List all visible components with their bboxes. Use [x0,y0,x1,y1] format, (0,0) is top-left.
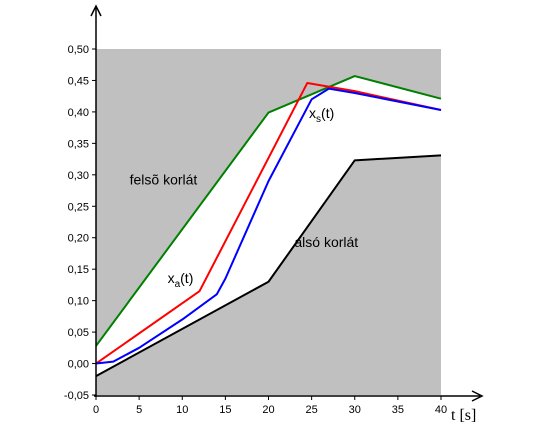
y-tick-label: 0,15 [68,264,89,276]
feasible-corridor [96,76,441,377]
y-tick-label: 0,05 [68,327,89,339]
x-tick-label: 25 [306,404,318,416]
y-tick-label: 0,20 [68,233,89,245]
x-axis-arrow [471,390,484,402]
y-tick-label: 0,45 [68,75,89,87]
series-lower-bound-line [95,154,442,378]
x-tick-label: 5 [136,404,142,416]
series-xs-line [95,87,442,365]
y-tick-label: 0,40 [68,107,89,119]
y-tick-label: 0,10 [68,296,89,308]
y-tick-label: 0,50 [68,44,89,56]
label-upper-bound: felsõ korlát [130,171,198,187]
y-tick-label: -0,05 [64,390,89,402]
annotations: felsõ korlát xs(t) xa(t) alsó korlát [130,105,359,290]
x-tick-label: 15 [219,404,231,416]
label-xs: xs(t) [309,105,334,125]
x-axis-label: t [s] [451,407,476,424]
x-tick-label: 0 [93,404,99,416]
y-tick-label: 0,00 [68,359,89,371]
x-tick-label: 30 [349,404,361,416]
x-tick-label: 10 [176,404,188,416]
x-tick-label: 35 [392,404,404,416]
series-group [95,75,442,378]
y-tick-label: 0,25 [68,201,89,213]
label-xa: xa(t) [168,270,194,290]
y-tick-label: 0,30 [68,170,89,182]
x-tick-label: 40 [435,404,447,416]
label-lower-bound: alsó korlát [294,234,358,250]
x-tick-label: 20 [262,404,274,416]
y-tick-label: 0,35 [68,138,89,150]
y-axis-arrow [90,4,102,17]
series-upper-bound-line [95,75,442,347]
series-xa-line [95,81,442,365]
axes: -0,05 0,00 0,05 0,10 0,15 0,20 0,25 0,30 0,35 0,4… [64,4,484,424]
